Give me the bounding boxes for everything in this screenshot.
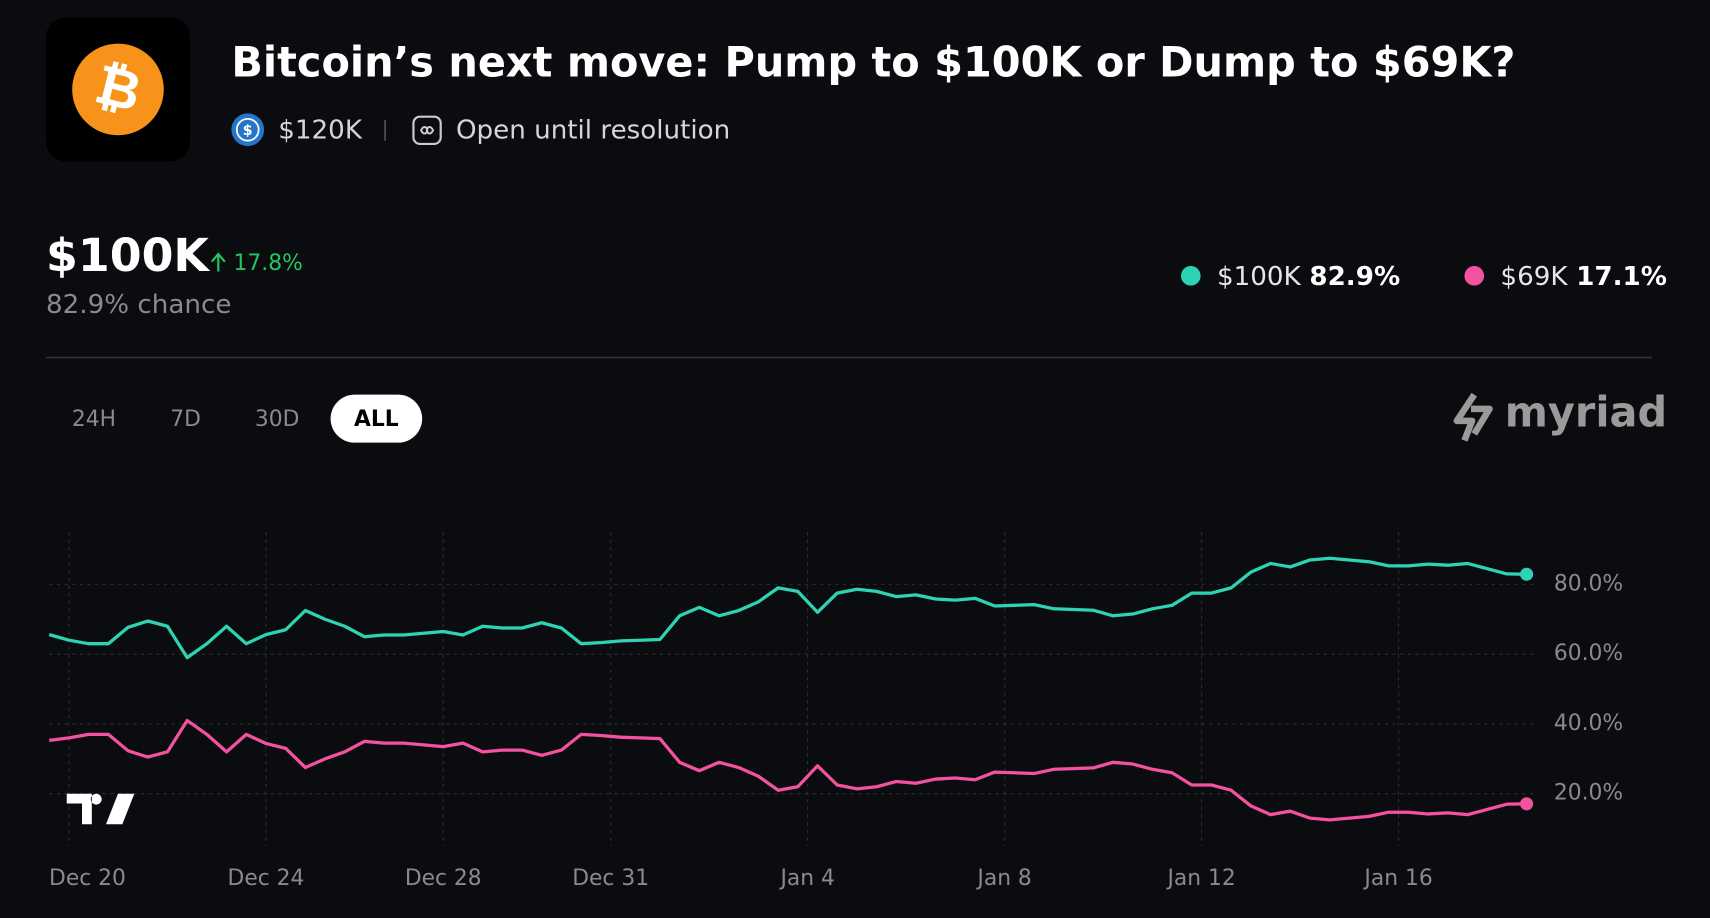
usdc-symbol: $ <box>243 123 253 139</box>
y-tick-label: 20.0% <box>1554 781 1623 806</box>
tradingview-logo <box>66 793 135 825</box>
legend-value: 17.1% <box>1576 261 1667 291</box>
usdc-ring <box>235 117 260 142</box>
infinity-glyph <box>419 126 435 135</box>
status: Open until resolution <box>456 115 730 145</box>
tab-active-bg <box>330 394 423 443</box>
series-line <box>49 718 1527 822</box>
market-title: Bitcoin’s next move: Pump to $100K or Du… <box>231 38 1515 86</box>
tab[interactable]: 30D <box>255 407 300 432</box>
infinity-icon <box>412 115 442 146</box>
tab[interactable]: ALL <box>354 407 399 432</box>
y-tick-label: 60.0% <box>1554 641 1623 666</box>
legend-dot <box>1180 266 1201 286</box>
x-tick-label: Dec 20 <box>49 866 126 891</box>
x-tick-label: Jan 16 <box>1362 866 1432 891</box>
end-point <box>1520 797 1534 811</box>
legend: $100K 82.9% $69K 17.1% <box>1180 261 1667 291</box>
x-tick-label: Dec 31 <box>572 866 649 891</box>
tab[interactable]: 7D <box>170 407 201 432</box>
legend-dot <box>1464 266 1485 286</box>
x-tick-label: Jan 8 <box>975 866 1031 891</box>
tab[interactable]: 24H <box>72 407 116 432</box>
legend-entry: $100K 82.9% <box>1217 261 1400 291</box>
bitcoin-icon <box>72 43 164 136</box>
end-point <box>1520 567 1534 581</box>
legend-value: 82.9% <box>1309 261 1400 291</box>
y-tick-label: 40.0% <box>1554 711 1623 736</box>
legend-name: $100K <box>1217 261 1302 291</box>
series-line <box>48 556 1527 660</box>
volume: $120K <box>278 115 363 145</box>
outcome-chance: 82.9% chance <box>46 290 231 320</box>
x-tick-label: Dec 28 <box>405 866 482 891</box>
x-tick-label: Dec 24 <box>228 866 305 891</box>
outcome-name: $100K <box>46 228 210 282</box>
y-tick-label: 80.0% <box>1554 571 1623 596</box>
legend-name: $69K <box>1500 261 1568 291</box>
x-tick-label: Jan 4 <box>778 866 834 891</box>
legend-entry: $69K 17.1% <box>1500 261 1667 291</box>
tabs: 24H 7D 30D ALL <box>72 394 423 443</box>
brand-logo <box>1453 392 1493 442</box>
plot: 20.0% 40.0% 60.0% 80.0% Dec 20 Dec 24 Dec 28 De… <box>48 532 1623 891</box>
x-tick-label: Jan 12 <box>1165 866 1235 891</box>
brand-name: myriad <box>1505 388 1667 436</box>
outcome-change: 17.8% <box>234 251 303 276</box>
up-arrow <box>210 252 226 272</box>
